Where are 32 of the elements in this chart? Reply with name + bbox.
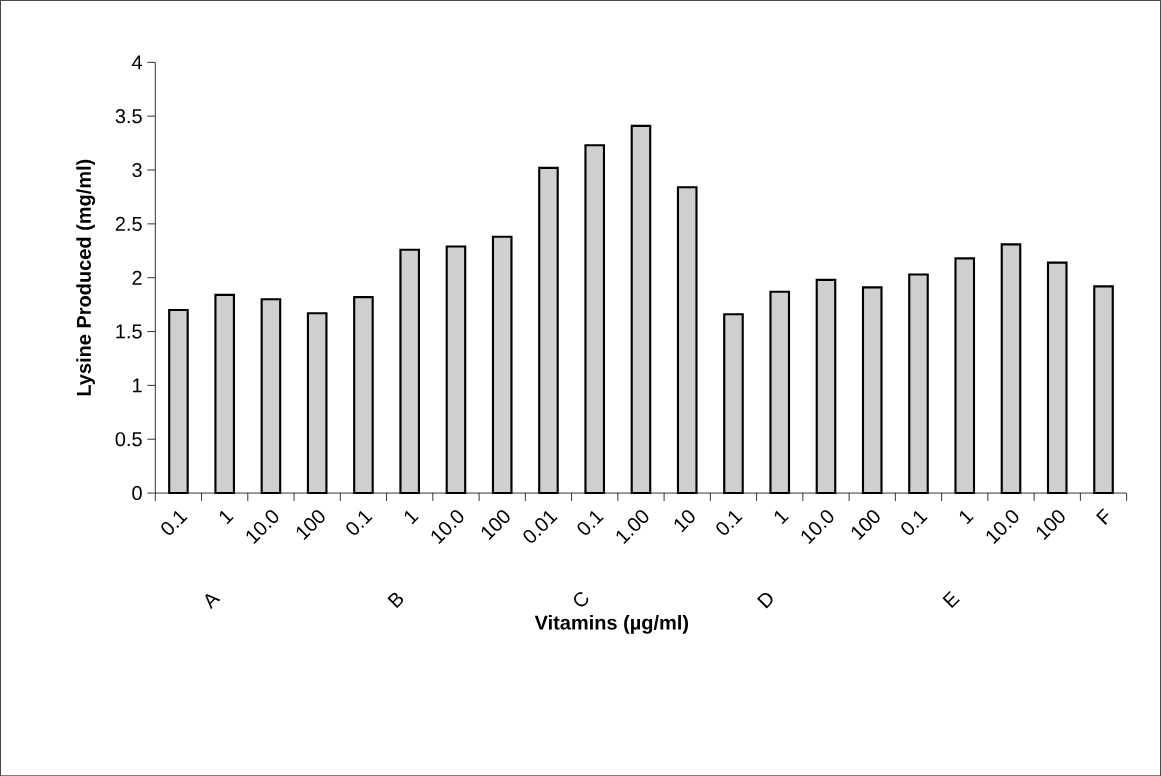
text: E — [942, 590, 960, 608]
y-axis-title: Lysine Produced (mg/ml) — [76, 159, 96, 396]
x-tick-label: 1 — [774, 510, 789, 525]
x-tick-label: F — [1096, 508, 1109, 525]
x-tick-label: 100 — [1036, 510, 1065, 540]
x-tick-label: 100 — [851, 510, 880, 540]
text: D — [757, 592, 773, 609]
text: A — [205, 593, 221, 610]
x-tick-label: 1 — [219, 510, 234, 525]
x-tick-label: 0.1 — [577, 510, 604, 535]
y-tick-label: 3.5 — [115, 108, 142, 124]
x-axis-title: Vitamins (µg/ml) — [534, 614, 689, 634]
y-tick-label: 1 — [133, 378, 142, 393]
x-tick-label: 10 — [674, 510, 695, 533]
x-tick-label: 1 — [404, 510, 419, 525]
text: B — [387, 592, 404, 608]
x-tick-label: 1 — [959, 510, 974, 525]
y-tick-label: 4 — [131, 55, 143, 70]
y-tick-label: 0.5 — [115, 432, 142, 447]
y-tick-label: 2.5 — [115, 216, 142, 231]
y-tick-label: 1.5 — [116, 324, 142, 339]
x-tick-label: 0.1 — [901, 510, 928, 535]
y-tick-label: 0 — [132, 485, 142, 500]
y-tick-label: 3 — [132, 162, 142, 177]
x-tick-label: 100 — [296, 510, 325, 540]
x-tick-label: 0.01 — [523, 510, 558, 543]
x-tick-label: 0.1 — [716, 510, 743, 535]
x-tick-label: 0.1 — [346, 510, 373, 535]
text: C — [574, 592, 589, 607]
x-tick-label: 0.1 — [161, 510, 188, 535]
y-tick-label: 2 — [132, 270, 142, 285]
x-tick-label: 100 — [481, 510, 510, 540]
